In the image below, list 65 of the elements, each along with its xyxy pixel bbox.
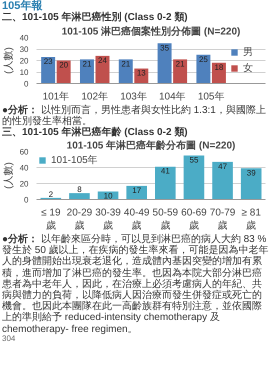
x-tick-label: 103年 <box>120 90 147 102</box>
text: ●分析： <box>2 104 38 116</box>
data-label: 17 <box>132 186 142 195</box>
data-label: 47 <box>218 162 228 171</box>
x-tick-label: 20-29歲 <box>66 208 93 232</box>
bar <box>212 162 233 200</box>
bar <box>80 58 94 83</box>
x-tick-label: 60-69歲 <box>181 208 208 232</box>
text: 105年報 <box>2 0 42 12</box>
data-label: 23 <box>44 56 54 66</box>
bar <box>41 56 56 83</box>
y-tick-label: 40 <box>20 33 30 42</box>
y-tick-label: 0 <box>24 79 30 88</box>
y-tick-label: 30 <box>20 44 30 54</box>
text: 304 <box>2 334 16 344</box>
bar <box>184 156 204 200</box>
x-tick-label: ≤ 19歲 <box>41 208 61 232</box>
chart-title: 101-105 年淋巴癌年齡分布圖 (N=220) <box>66 140 236 152</box>
data-label: 55 <box>189 156 199 165</box>
chart-subtitle: 三、101-105 年淋巴癌年齡 (Class 0-2 類) <box>2 126 188 138</box>
y-tick-label: 20 <box>20 180 30 189</box>
y-tick-label: 20 <box>20 56 30 65</box>
x-tick-label: 105年 <box>198 90 225 102</box>
y-tick-label: 10 <box>20 68 30 76</box>
x-tick-label: ≥ 81歲 <box>241 208 262 232</box>
data-label: 20 <box>59 60 69 69</box>
chart-subtitle: 二、101-105 年淋巴癌性別 (Class 0-2 類) <box>2 12 188 24</box>
bar <box>95 55 110 83</box>
data-label: 10 <box>104 192 114 201</box>
bar <box>69 193 90 200</box>
data-label: 2 <box>48 190 54 199</box>
bar <box>155 166 176 200</box>
x-tick-label: 101年 <box>42 90 70 102</box>
x-tick-label: 50-59歲 <box>152 208 179 232</box>
data-label: 24 <box>98 55 108 64</box>
y-tick-label: 0 <box>24 196 30 205</box>
bar <box>240 168 262 200</box>
chart-title: 101-105 淋巴癌個案性別分佈圖 (N=220) <box>62 25 240 37</box>
x-tick-label: 70-79歲 <box>210 208 236 232</box>
bar <box>196 54 210 83</box>
data-label: 21 <box>176 58 186 68</box>
x-tick-label: 104年 <box>159 90 186 102</box>
y-axis-title: (人數) <box>2 162 15 189</box>
data-label: 13 <box>136 68 146 78</box>
data-label: 25 <box>198 54 208 64</box>
legend-label: 101-105年 <box>51 154 98 168</box>
legend-label: 男 <box>243 46 254 58</box>
bar <box>118 58 133 83</box>
x-tick-label: 30-39歲 <box>95 208 122 232</box>
y-tick-label: 40 <box>20 164 30 173</box>
data-label: 21 <box>121 58 131 68</box>
legend-label: 女 <box>243 62 254 74</box>
y-axis-title: (人數) <box>2 46 15 74</box>
y-tick-label: 60 <box>20 148 30 157</box>
data-label: 18 <box>214 62 224 72</box>
bar <box>173 58 188 83</box>
data-label: 8 <box>77 185 82 194</box>
x-tick-label: 40-49歲 <box>124 208 150 232</box>
bar <box>158 42 172 83</box>
data-label: 39 <box>246 168 256 178</box>
data-label: 21 <box>82 58 92 68</box>
text: ●分析： <box>2 234 38 246</box>
x-tick-label: 102年 <box>81 90 108 102</box>
data-label: 35 <box>160 42 170 52</box>
data-label: 41 <box>160 166 170 176</box>
